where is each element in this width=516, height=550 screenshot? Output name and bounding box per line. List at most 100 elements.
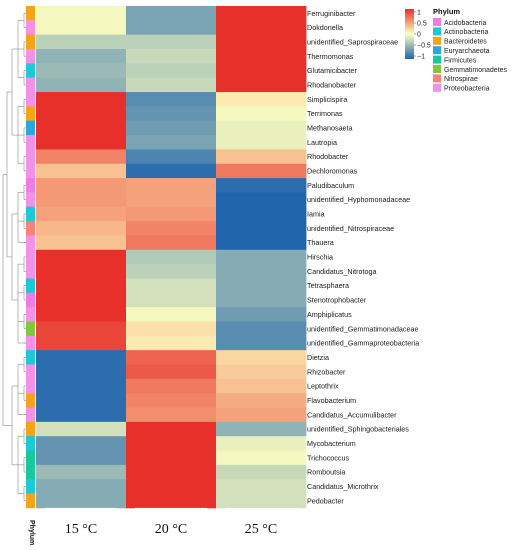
phylum-annotation-cell [26,63,35,78]
row-label: Mycobacterium [307,439,356,448]
heatmap-cell [126,493,217,509]
heatmap-cell [36,178,127,193]
heatmap-cell [126,321,217,337]
row-label: Candidatus_Microthrix [307,482,379,491]
heatmap-cell [216,135,307,150]
color-scale-tick: −1 [417,54,425,61]
heatmap-cell [126,77,217,93]
heatmap-cell [126,292,217,308]
phylum-annotation-cell [26,350,35,365]
heatmap-cell [126,393,217,408]
heatmap-cell [216,464,307,480]
row-label: Pedobacter [307,496,344,505]
heatmap-cell [126,63,217,79]
heatmap-cell [36,34,127,50]
column-label: 25 °C [245,522,277,537]
heatmap-cell [126,264,217,279]
heatmap-cell [126,49,217,64]
heatmap-cell [126,235,217,251]
column-label: 20 °C [155,522,187,537]
heatmap-cell [216,479,307,494]
phylum-annotation-cell [26,20,35,35]
heatmap-cell [216,321,307,337]
phylum-annotation-cell [26,436,35,451]
phylum-legend-label: Nitrospirae [444,76,478,83]
heatmap-cell [36,364,127,380]
heatmap-cell [36,321,127,337]
phylum-annotation-cell [26,6,35,21]
phylum-annotation-cell [26,421,35,437]
phylum-annotation-cell [26,264,35,279]
heatmap-cell [126,163,217,179]
heatmap-cell [216,6,307,21]
heatmap-cell [126,450,217,466]
heatmap-cell [36,450,127,466]
row-label: unidentified_Hyphomonadaceae [307,195,410,204]
phylum-annotation-cell [26,393,35,408]
heatmap-cell [216,421,307,437]
heatmap-cell [126,335,217,351]
heatmap-cell [216,407,307,423]
phylum-annotation-cell [26,192,35,208]
heatmap-cell [216,192,307,208]
phylum-legend-label: Proteobacteria [444,86,490,93]
phylum-legend-label: Euryarchaeota [444,48,490,55]
heatmap-cell [36,92,127,107]
heatmap-cell [36,393,127,408]
row-label: Thermomonas [307,52,354,61]
phylum-annotation-cell [26,407,35,423]
row-label: unidentified_Sphingobacteriales [307,425,409,434]
heatmap-cell [216,378,307,394]
phylum-annotation-cell [26,106,35,122]
heatmap-cell [36,335,127,351]
phylum-annotation-cell [26,235,35,251]
heatmap-cell [126,350,217,365]
row-label: unidentified_Gemmatimonadaceae [307,324,418,333]
heatmap-cell [216,178,307,193]
color-scale-tick: 0.5 [417,21,427,28]
phylum-annotation-cell [26,77,35,93]
heatmap-cell [216,264,307,279]
phylum-annotation-cell [26,120,35,136]
heatmap-cell [216,335,307,351]
heatmap-cell [126,178,217,193]
row-label: Terrimonas [307,109,343,118]
heatmap-cell [216,92,307,107]
row-label: Rhodanobacter [307,80,357,89]
heatmap-cell [36,235,127,251]
heatmap-cell [126,221,217,236]
heatmap-cell [36,479,127,494]
heatmap-cell [36,221,127,236]
row-label: Dietzia [307,353,329,362]
phylum-annotation-cell [26,307,35,322]
heatmap-cell [216,149,307,165]
phylum-annotation-cell [26,206,35,222]
row-label: Romboutsia [307,468,345,477]
row-label: Trichococcus [307,453,349,462]
row-label: Glutamicibacter [307,66,358,75]
heatmap-cell [36,63,127,79]
color-scale-bar [405,9,414,59]
heatmap-cells [36,6,307,509]
heatmap-cell [216,63,307,79]
phylum-legend-label: Acidobacteria [444,20,487,27]
heatmap-cell [36,206,127,222]
column-label: 15 °C [65,522,97,537]
heatmap-cell [126,106,217,122]
heatmap-cell [126,436,217,451]
phylum-legend-swatch [433,83,441,92]
heatmap-cell [36,6,127,21]
heatmap-cell [36,249,127,265]
heatmap-cell [216,34,307,50]
phylum-annotation-cell [26,49,35,64]
row-label: Lautropia [307,138,337,147]
row-label: Leptothrix [307,382,339,391]
phylum-annotation-cell [26,292,35,308]
heatmap-cell [126,278,217,294]
row-label: Methanosaeta [307,123,353,132]
heatmap-cell [36,493,127,509]
phylum-legend-swatch [433,27,441,36]
phylum-legend-label: Bacteroidetes [444,39,487,46]
heatmap-cell [126,307,217,322]
heatmap-cell [126,149,217,165]
